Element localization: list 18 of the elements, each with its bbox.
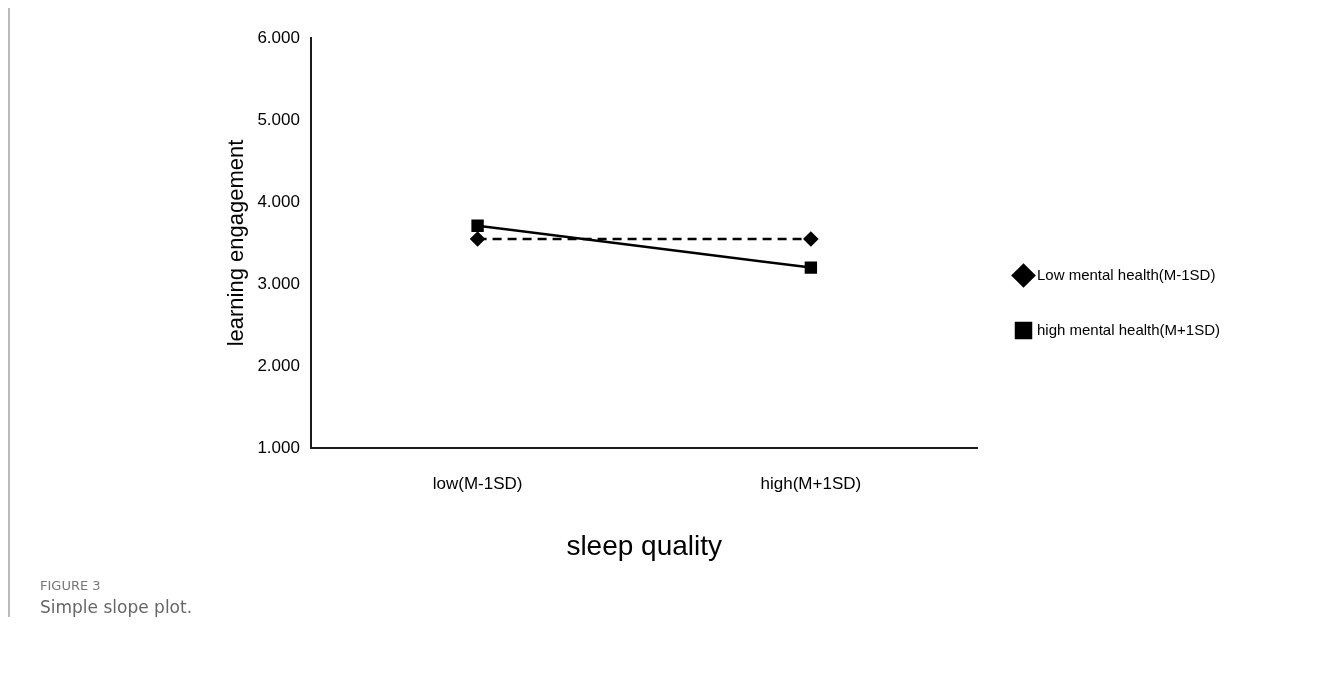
- y-tick-label: 4.000: [257, 191, 300, 211]
- text: Simple slope plot.: [40, 597, 194, 617]
- y-tick-label: 6.000: [257, 27, 300, 47]
- x-axis-title: sleep quality: [566, 529, 723, 561]
- legend-label: Low mental health(M-1SD): [1037, 265, 1216, 283]
- y-tick-label: 1.000: [257, 437, 300, 457]
- caption: FIGURE 3: [40, 578, 102, 593]
- point: [803, 231, 819, 247]
- x-tick-label: low(M-1SD): [432, 473, 523, 493]
- point: [804, 261, 818, 274]
- y-tick-label: 3.000: [257, 273, 300, 293]
- y-tick-label: 5.000: [257, 109, 300, 129]
- y-axis-title: learning engagement: [223, 139, 249, 347]
- legend-label: high mental health(M+1SD): [1037, 320, 1221, 338]
- x-tick-label: high(M+1SD): [760, 473, 862, 493]
- point: [471, 219, 484, 232]
- point: [470, 231, 485, 247]
- y-tick-label: 2.000: [257, 355, 300, 375]
